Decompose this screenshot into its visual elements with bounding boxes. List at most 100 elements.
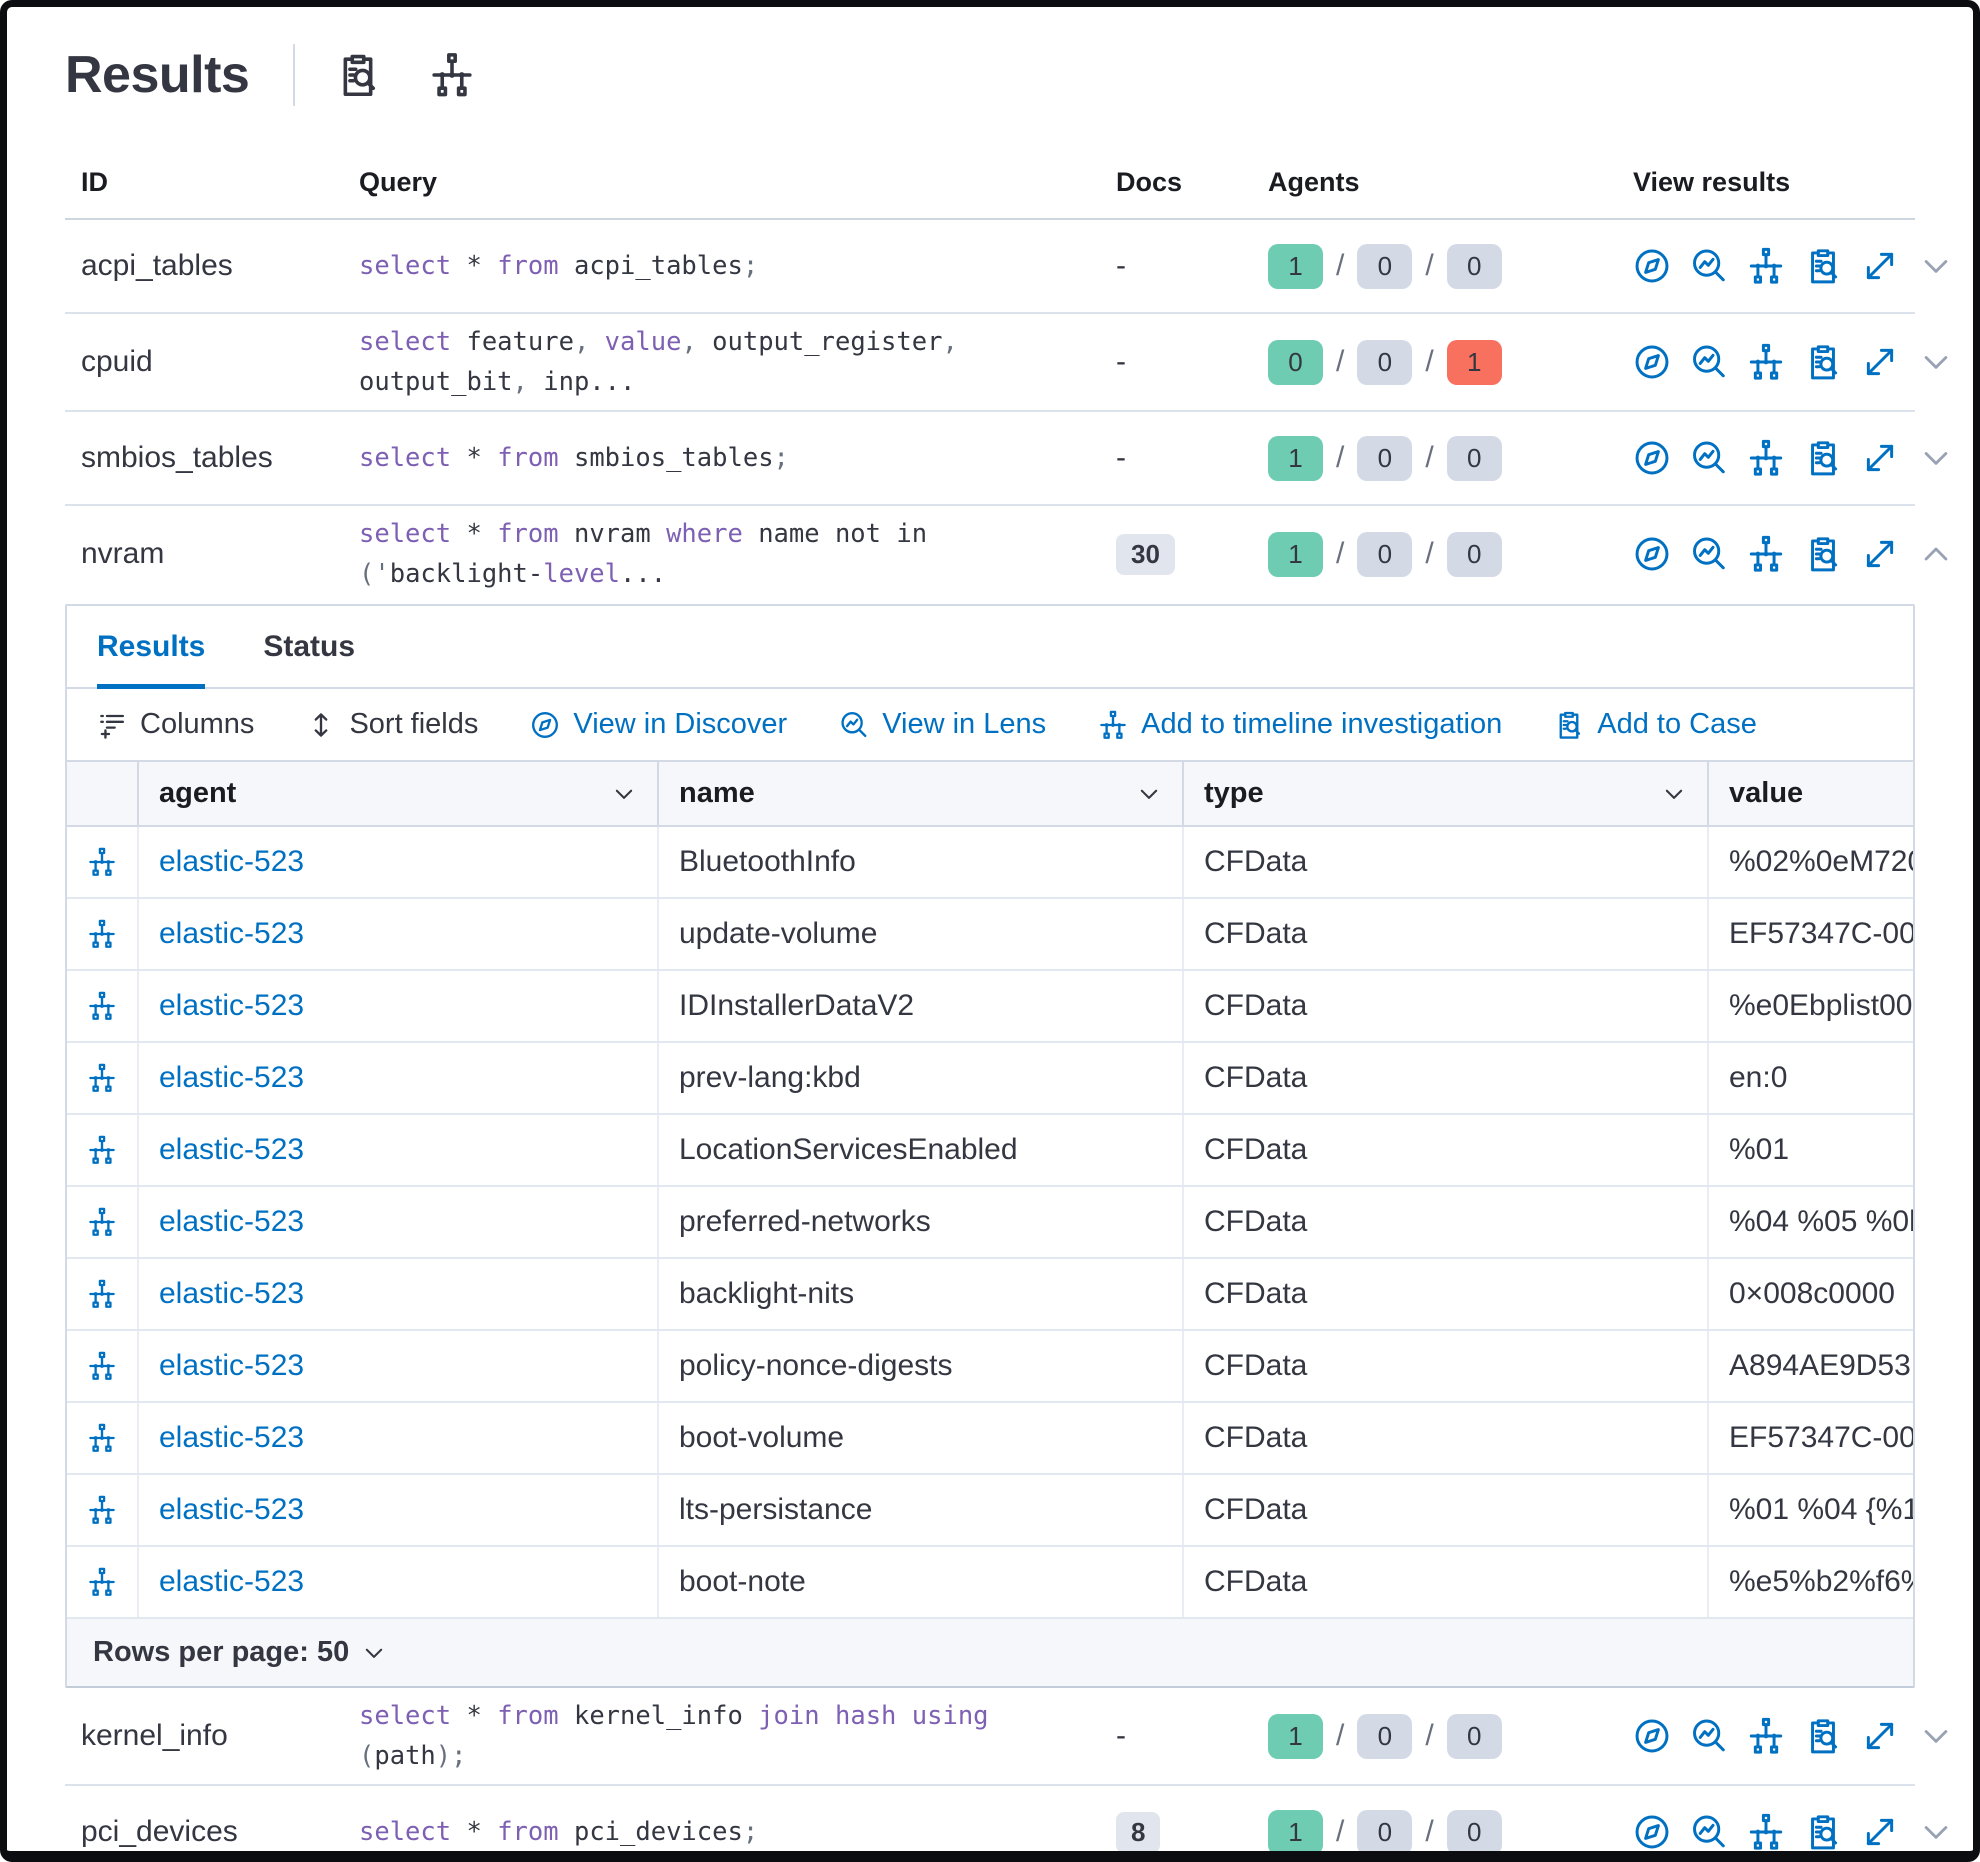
row-actions-cell[interactable] [67, 1187, 139, 1257]
case-icon[interactable] [1804, 1717, 1842, 1755]
discover-icon[interactable] [1633, 247, 1671, 285]
case-icon[interactable] [1804, 439, 1842, 477]
row-actions-cell[interactable] [67, 1043, 139, 1113]
timeline-icon[interactable] [1747, 343, 1785, 381]
timeline-icon[interactable] [87, 1567, 117, 1597]
value-value: A894AE9D531 [1729, 1349, 1913, 1382]
sql-token: output_register [696, 327, 943, 357]
expand-icon[interactable] [1861, 535, 1899, 573]
chevron-down-icon[interactable] [611, 781, 637, 807]
row-actions-cell[interactable] [67, 1115, 139, 1185]
timeline-icon[interactable] [1747, 1717, 1785, 1755]
expand-icon[interactable] [1861, 343, 1899, 381]
row-actions-cell[interactable] [67, 1259, 139, 1329]
toolbar-columns[interactable]: Columns [97, 708, 254, 741]
timeline-icon[interactable] [87, 1063, 117, 1093]
agent-cell: elastic-523 [139, 971, 659, 1041]
timeline-icon[interactable] [1747, 439, 1785, 477]
case-icon[interactable] [1804, 247, 1842, 285]
toolbar-view-in-discover[interactable]: View in Discover [530, 708, 787, 741]
case-icon[interactable] [1804, 535, 1842, 573]
agent-link[interactable]: elastic-523 [159, 989, 305, 1022]
lens-icon[interactable] [1690, 1717, 1728, 1755]
sql-token: inp... [527, 367, 636, 397]
agent-link[interactable]: elastic-523 [159, 845, 305, 878]
agent-link[interactable]: elastic-523 [159, 1133, 305, 1166]
query-row-smbios_tables: smbios_tables select * from smbios_tables… [65, 412, 1948, 506]
tab-results[interactable]: Results [97, 630, 206, 689]
expand-icon[interactable] [1861, 1813, 1899, 1851]
timeline-icon[interactable] [429, 52, 475, 98]
chevron-down-icon[interactable] [1918, 1814, 1954, 1850]
toolbar-view-in-lens[interactable]: View in Lens [839, 708, 1046, 741]
lens-icon[interactable] [1690, 535, 1728, 573]
docs-dash: - [1116, 1719, 1126, 1752]
timeline-icon[interactable] [87, 1423, 117, 1453]
row-actions-cell[interactable] [67, 1475, 139, 1545]
timeline-icon[interactable] [87, 991, 117, 1021]
timeline-icon[interactable] [1747, 535, 1785, 573]
results-grid-row: elastic-523 preferred-networks CFData %04 %… [67, 1187, 1913, 1259]
toolbar-sort-fields[interactable]: Sort fields [306, 708, 478, 741]
timeline-icon[interactable] [87, 847, 117, 877]
chevron-down-icon[interactable] [1918, 440, 1954, 476]
agent-link[interactable]: elastic-523 [159, 1277, 305, 1310]
timeline-icon[interactable] [87, 1351, 117, 1381]
discover-icon[interactable] [1633, 1813, 1671, 1851]
chevron-down-icon[interactable] [1918, 344, 1954, 380]
discover-icon[interactable] [1633, 343, 1671, 381]
row-actions-cell[interactable] [67, 827, 139, 897]
timeline-icon[interactable] [87, 919, 117, 949]
grid-column-header-type[interactable]: type [1184, 762, 1709, 825]
timeline-icon[interactable] [87, 1135, 117, 1165]
timeline-icon[interactable] [87, 1279, 117, 1309]
expand-icon[interactable] [1861, 247, 1899, 285]
expand-icon[interactable] [1861, 439, 1899, 477]
lens-icon[interactable] [1690, 343, 1728, 381]
chevron-down-icon[interactable] [1661, 781, 1687, 807]
row-actions-cell[interactable] [67, 1403, 139, 1473]
tab-status[interactable]: Status [263, 630, 356, 663]
toolbar-add-to-timeline-investigation[interactable]: Add to timeline investigation [1098, 708, 1502, 741]
lens-icon[interactable] [1690, 1813, 1728, 1851]
timeline-icon[interactable] [1747, 1813, 1785, 1851]
inspect-icon[interactable] [335, 52, 381, 98]
expand-icon[interactable] [1861, 1717, 1899, 1755]
type-cell: CFData [1184, 1475, 1709, 1545]
grid-column-header-name[interactable]: name [659, 762, 1184, 825]
agents-separator: / [1336, 249, 1345, 282]
row-actions-cell[interactable] [67, 1547, 139, 1617]
row-actions-cell[interactable] [67, 1331, 139, 1401]
agent-count-success-badge: 1 [1268, 435, 1323, 481]
agent-link[interactable]: elastic-523 [159, 1565, 305, 1598]
grid-column-header-value[interactable]: value [1709, 762, 1913, 825]
agent-link[interactable]: elastic-523 [159, 1205, 305, 1238]
chevron-down-icon[interactable] [1918, 248, 1954, 284]
discover-icon[interactable] [1633, 535, 1671, 573]
chevron-down-icon[interactable] [1918, 1718, 1954, 1754]
timeline-icon[interactable] [87, 1207, 117, 1237]
discover-icon[interactable] [1633, 1717, 1671, 1755]
lens-icon[interactable] [1690, 439, 1728, 477]
grid-column-header-agent[interactable]: agent [139, 762, 659, 825]
toolbar-label: Sort fields [349, 708, 479, 740]
timeline-icon[interactable] [1747, 247, 1785, 285]
toolbar-add-to-case[interactable]: Add to Case [1554, 708, 1757, 741]
row-actions-cell[interactable] [67, 899, 139, 969]
chevron-down-icon[interactable] [361, 1640, 387, 1666]
agent-link[interactable]: elastic-523 [159, 1421, 305, 1454]
chevron-down-icon[interactable] [1136, 781, 1162, 807]
agent-count-neutral-badge: 0 [1446, 243, 1502, 289]
rows-per-page-control[interactable]: Rows per page: 50 [67, 1619, 1913, 1686]
row-actions-cell[interactable] [67, 971, 139, 1041]
timeline-icon[interactable] [87, 1495, 117, 1525]
case-icon[interactable] [1804, 1813, 1842, 1851]
chevron-up-icon[interactable] [1918, 536, 1954, 572]
case-icon[interactable] [1804, 343, 1842, 381]
agent-link[interactable]: elastic-523 [159, 917, 305, 950]
discover-icon[interactable] [1633, 439, 1671, 477]
lens-icon[interactable] [1690, 247, 1728, 285]
agent-link[interactable]: elastic-523 [159, 1349, 305, 1382]
agent-link[interactable]: elastic-523 [159, 1493, 305, 1526]
agent-link[interactable]: elastic-523 [159, 1061, 305, 1094]
